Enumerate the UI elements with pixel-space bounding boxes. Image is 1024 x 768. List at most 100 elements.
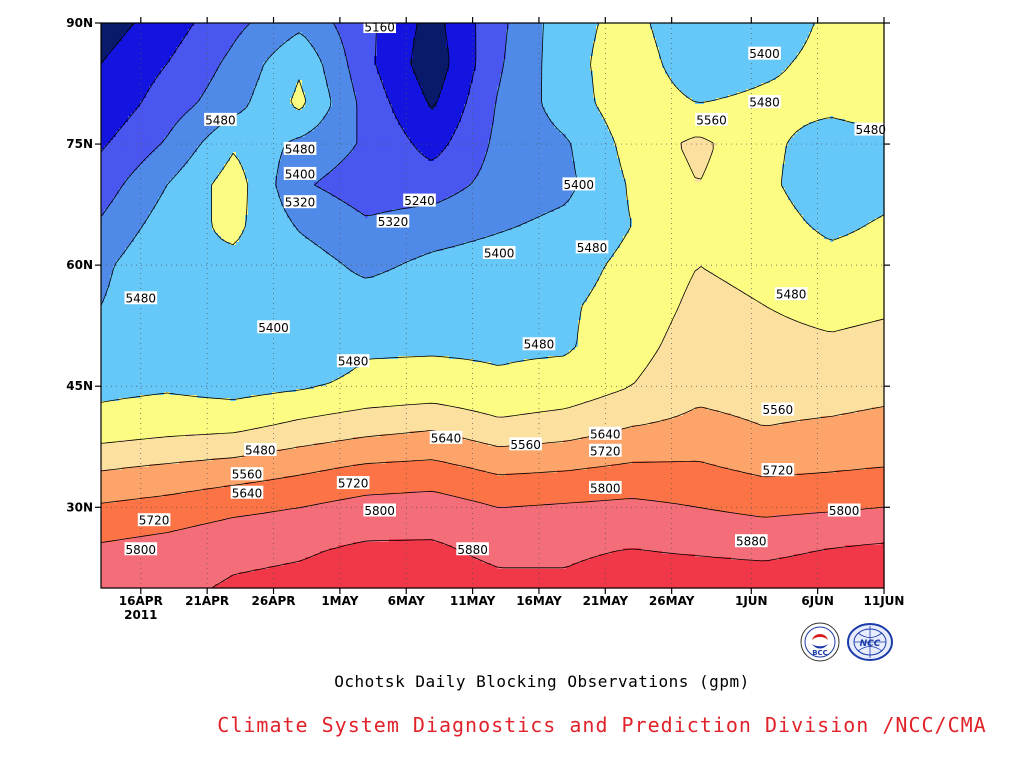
- fill-cell: [161, 194, 213, 198]
- fill-cell: [353, 368, 645, 372]
- fill-cell: [464, 551, 612, 555]
- fill-cell: [545, 212, 630, 216]
- fill-cell: [164, 191, 213, 195]
- fill-cell: [386, 95, 426, 99]
- fill-cell: [122, 38, 183, 42]
- fill-cell: [575, 176, 624, 180]
- contour-label: 5800: [126, 543, 157, 557]
- fill-cell: [347, 266, 396, 270]
- fill-cell: [242, 164, 279, 168]
- contour-label: 5880: [457, 543, 488, 557]
- fill-cell: [416, 29, 447, 33]
- fill-cell: [353, 89, 387, 93]
- fill-cell: [245, 26, 336, 30]
- fill-cell: [542, 86, 594, 90]
- fill-cell: [101, 248, 126, 252]
- fill-cell: [596, 104, 885, 108]
- fill-cell: [440, 95, 468, 99]
- fill-cell: [692, 98, 717, 102]
- fill-cell: [236, 38, 291, 42]
- fill-cell: [245, 215, 288, 219]
- fill-cell: [326, 77, 351, 81]
- fill-cell: [503, 68, 543, 72]
- fill-cell: [659, 344, 885, 348]
- fill-cell: [224, 164, 243, 168]
- fill-cell: [248, 188, 279, 192]
- fill-cell: [488, 149, 573, 153]
- fill-cell: [449, 56, 477, 60]
- fill-cell: [101, 134, 117, 138]
- fill-cell: [605, 263, 885, 267]
- fill-cell: [101, 458, 213, 462]
- fill-cell: [476, 53, 507, 57]
- fill-cell: [686, 95, 729, 99]
- fill-cell: [116, 260, 339, 264]
- fill-cell: [608, 431, 885, 435]
- fill-cell: [101, 167, 138, 171]
- fill-cell: [665, 332, 885, 336]
- fill-cell: [113, 266, 348, 270]
- fill-cell: [101, 122, 126, 126]
- fill-cell: [110, 284, 597, 288]
- fill-cell: [686, 287, 738, 291]
- fill-cell: [806, 221, 870, 225]
- fill-cell: [833, 239, 885, 243]
- fill-cell: [521, 413, 684, 417]
- fill-cell: [476, 68, 504, 72]
- fill-cell: [101, 59, 105, 63]
- fill-cell: [185, 35, 240, 39]
- fill-cell: [140, 104, 195, 108]
- fill-cell: [149, 437, 354, 441]
- fill-cell: [572, 563, 885, 567]
- fill-cell: [119, 188, 165, 192]
- fill-cell: [143, 224, 213, 228]
- fill-cell: [134, 170, 180, 174]
- fill-cell: [398, 119, 462, 123]
- fill-cell: [629, 386, 885, 390]
- fill-cell: [362, 212, 381, 216]
- fill-cell: [101, 92, 147, 96]
- fill-cell: [767, 305, 885, 309]
- fill-cell: [377, 44, 414, 48]
- fill-cell: [785, 161, 885, 165]
- fill-cell: [506, 32, 543, 36]
- fill-cell: [356, 104, 393, 108]
- fill-cell: [506, 473, 753, 477]
- contour-label-bg: [774, 287, 808, 301]
- fill-cell: [329, 95, 357, 99]
- fill-cell: [665, 68, 786, 72]
- fill-cell: [107, 206, 156, 210]
- fill-cell: [224, 485, 885, 489]
- fill-cell: [494, 116, 549, 120]
- fill-cell: [506, 53, 543, 57]
- fill-cell: [248, 200, 282, 204]
- fill-cell: [347, 155, 426, 159]
- fill-cell: [149, 155, 192, 159]
- fill-cell: [101, 128, 120, 132]
- contour-label-bg: [336, 354, 370, 368]
- fill-cell: [476, 239, 624, 243]
- fill-cell: [665, 335, 885, 339]
- fill-cell: [257, 80, 300, 84]
- fill-cell: [290, 218, 534, 222]
- fill-cell: [626, 188, 786, 192]
- fill-cell: [554, 125, 609, 129]
- x-tick-label: 16APR: [119, 594, 163, 608]
- fill-cell: [548, 356, 654, 360]
- fill-cell: [101, 182, 126, 186]
- fill-cell: [812, 29, 885, 33]
- fill-cell: [281, 509, 717, 513]
- fill-cell: [101, 287, 108, 291]
- fill-cell: [110, 278, 600, 282]
- fill-cell: [344, 44, 378, 48]
- contour-label-bg: [522, 337, 556, 351]
- fill-cell: [680, 305, 768, 309]
- fill-cell: [125, 182, 168, 186]
- fill-cell: [770, 80, 885, 84]
- fill-cell: [101, 191, 120, 195]
- contour-label: 5320: [378, 215, 409, 229]
- fill-cell: [245, 218, 291, 222]
- fill-cell: [248, 212, 288, 216]
- fill-cell: [737, 512, 810, 516]
- fill-cell: [539, 215, 630, 219]
